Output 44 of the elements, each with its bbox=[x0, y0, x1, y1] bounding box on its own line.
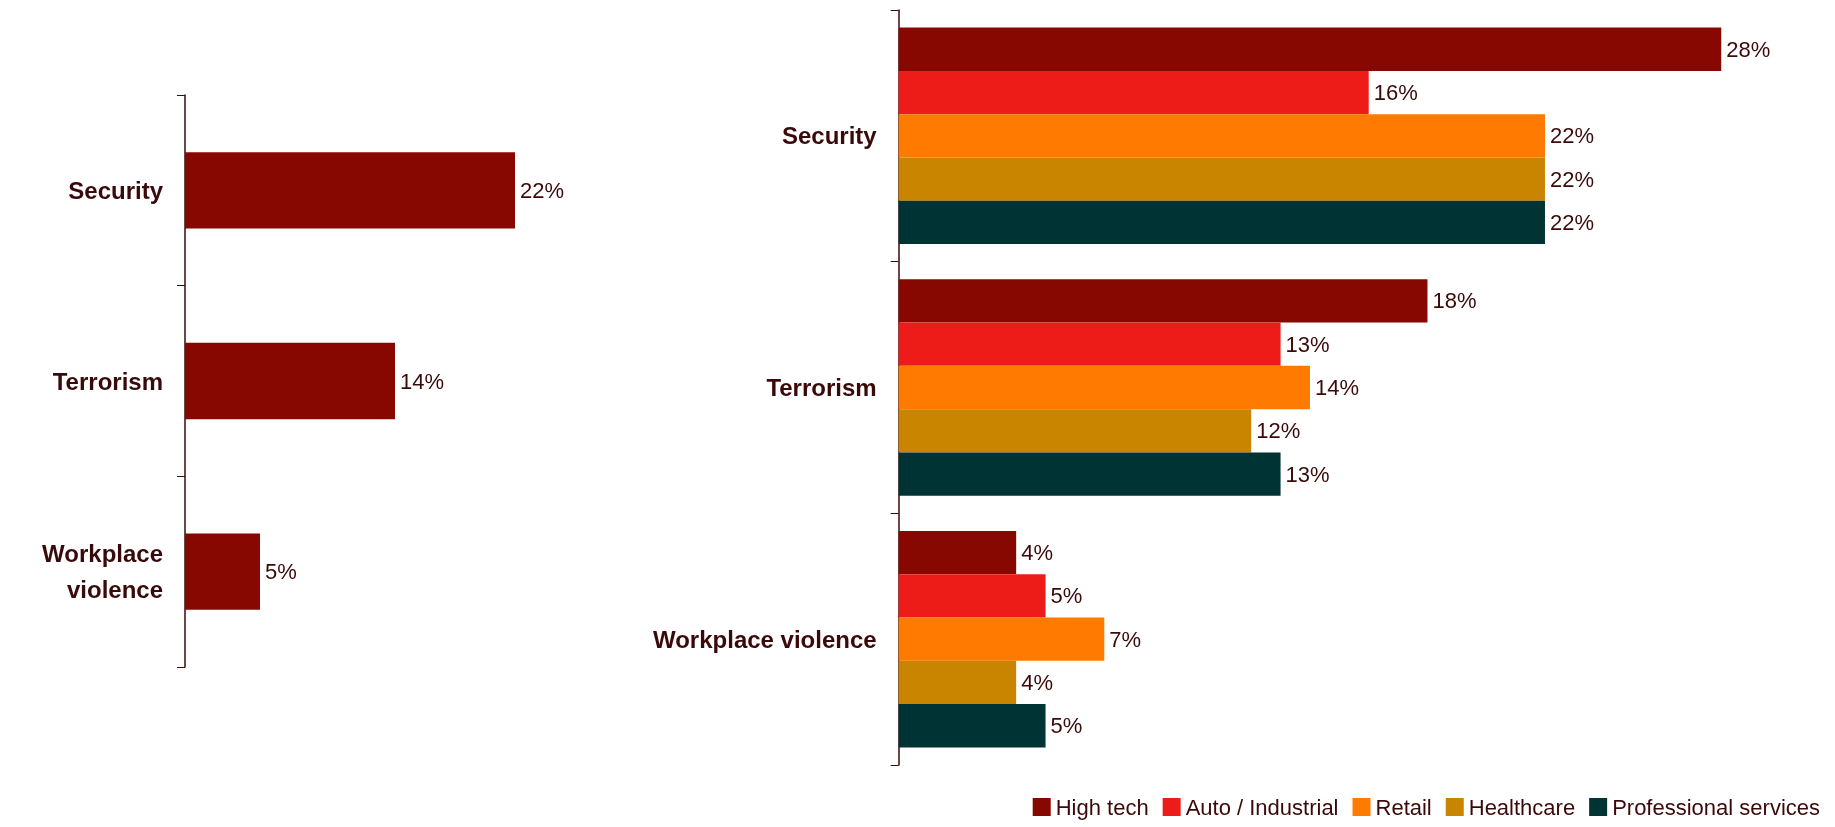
legend-label: Auto / Industrial bbox=[1185, 794, 1339, 820]
data-label: 22% bbox=[520, 177, 565, 203]
data-label: 13% bbox=[1285, 461, 1330, 487]
bar bbox=[898, 617, 1105, 661]
legend-label: High tech bbox=[1055, 794, 1149, 820]
bar bbox=[898, 660, 1017, 705]
bar bbox=[898, 114, 1545, 158]
y-tick-label: Security bbox=[781, 122, 878, 150]
bar bbox=[898, 704, 1046, 748]
bar bbox=[898, 279, 1428, 323]
bar bbox=[898, 365, 1310, 410]
data-label: 14% bbox=[1314, 375, 1359, 400]
bar bbox=[898, 452, 1281, 496]
data-label: 14% bbox=[400, 368, 445, 394]
data-label: 18% bbox=[1432, 288, 1477, 314]
data-label: 4% bbox=[1021, 669, 1053, 695]
bar bbox=[898, 574, 1046, 618]
bar bbox=[898, 530, 1017, 575]
data-label: 12% bbox=[1256, 418, 1301, 444]
data-label: 13% bbox=[1285, 331, 1330, 357]
y-tick-label: Terrorism bbox=[766, 374, 877, 401]
bar bbox=[898, 200, 1545, 245]
legend-label: Professional services bbox=[1612, 794, 1821, 820]
y-tick-label: Workplace violence bbox=[42, 540, 163, 604]
data-label: 4% bbox=[1021, 540, 1053, 566]
data-label: 28% bbox=[1726, 36, 1771, 62]
data-label: 7% bbox=[1109, 626, 1142, 652]
data-label: 22% bbox=[1549, 123, 1595, 149]
data-label: 5% bbox=[265, 559, 297, 585]
y-tick-label: Terrorism bbox=[52, 367, 163, 395]
bar bbox=[898, 27, 1722, 71]
bar bbox=[898, 70, 1369, 115]
bar bbox=[898, 322, 1281, 366]
data-label: 16% bbox=[1373, 80, 1418, 106]
y-tick-label: Security bbox=[68, 176, 164, 204]
data-label: 22% bbox=[1549, 166, 1595, 192]
bar bbox=[898, 409, 1252, 453]
legend-label: Retail bbox=[1375, 794, 1432, 820]
data-label: 22% bbox=[1549, 209, 1595, 235]
y-tick-label: Workplace violence bbox=[653, 625, 877, 653]
data-label: 5% bbox=[1050, 583, 1083, 609]
bar bbox=[898, 157, 1545, 201]
legend-label: Healthcare bbox=[1468, 794, 1576, 820]
data-label: 5% bbox=[1050, 713, 1083, 739]
